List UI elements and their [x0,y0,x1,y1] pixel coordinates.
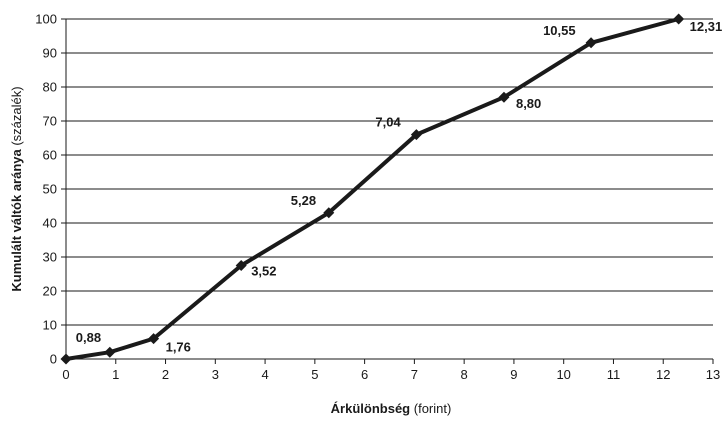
x-tick-label: 8 [461,367,468,382]
data-label: 8,80 [516,96,541,111]
x-tick-label: 10 [556,367,570,382]
data-label: 1,76 [166,340,191,355]
y-axis-title-unit: (százalék) [9,86,24,149]
data-point-marker [104,346,116,358]
data-label: 10,55 [543,23,576,38]
data-point-marker [323,207,335,219]
y-tick-label: 40 [43,216,57,231]
x-tick-label: 9 [510,367,517,382]
gridlines [66,18,713,360]
data-label: 12,31 [690,19,723,34]
y-tick-label: 90 [43,46,57,61]
x-tick-label: 11 [607,367,621,382]
y-tick-label: 10 [43,318,57,333]
data-point-marker [673,13,685,25]
x-axis-title-unit: (forint) [410,401,451,416]
data-label: 5,28 [291,193,316,208]
data-point-marker [148,333,160,345]
data-point-marker [498,91,510,103]
x-tick-label: 0 [62,367,69,382]
y-axis: 0 10 20 30 40 50 60 70 80 90 100 [35,12,67,367]
data-labels: 0,88 1,76 3,52 5,28 7,04 8,80 10,55 12,31 [76,19,722,355]
y-tick-label: 30 [43,250,57,265]
data-point-marker [410,129,422,141]
y-tick-label: 100 [35,12,57,27]
y-tick-label: 70 [43,114,57,129]
data-label: 3,52 [251,264,276,279]
y-tick-label: 60 [43,148,57,163]
x-axis: 0 1 2 3 4 5 6 7 8 9 10 11 12 13 [62,358,720,382]
series-line [60,13,685,365]
y-tick-label: 0 [50,352,57,367]
y-axis-title-main: Kumulált váltók aránya [9,148,24,291]
y-axis-title: Kumulált váltók aránya (százalék) [9,86,24,291]
y-tick-label: 80 [43,80,57,95]
data-point-marker [235,260,247,271]
data-point-marker [585,37,597,49]
data-label: 0,88 [76,330,101,345]
data-point-marker [60,353,72,365]
x-tick-label: 7 [411,367,418,382]
y-tick-label: 50 [43,182,57,197]
x-tick-label: 4 [261,367,268,382]
x-tick-label: 2 [162,367,169,382]
x-tick-label: 6 [361,367,368,382]
x-tick-label: 3 [212,367,219,382]
x-tick-label: 1 [112,367,119,382]
x-tick-label: 13 [706,367,720,382]
x-tick-label: 5 [311,367,318,382]
x-axis-title: Árkülönbség (forint) [331,401,452,416]
x-tick-label: 12 [656,367,670,382]
data-label: 7,04 [375,115,401,130]
y-tick-label: 20 [43,284,57,299]
x-axis-title-main: Árkülönbség [331,401,411,416]
